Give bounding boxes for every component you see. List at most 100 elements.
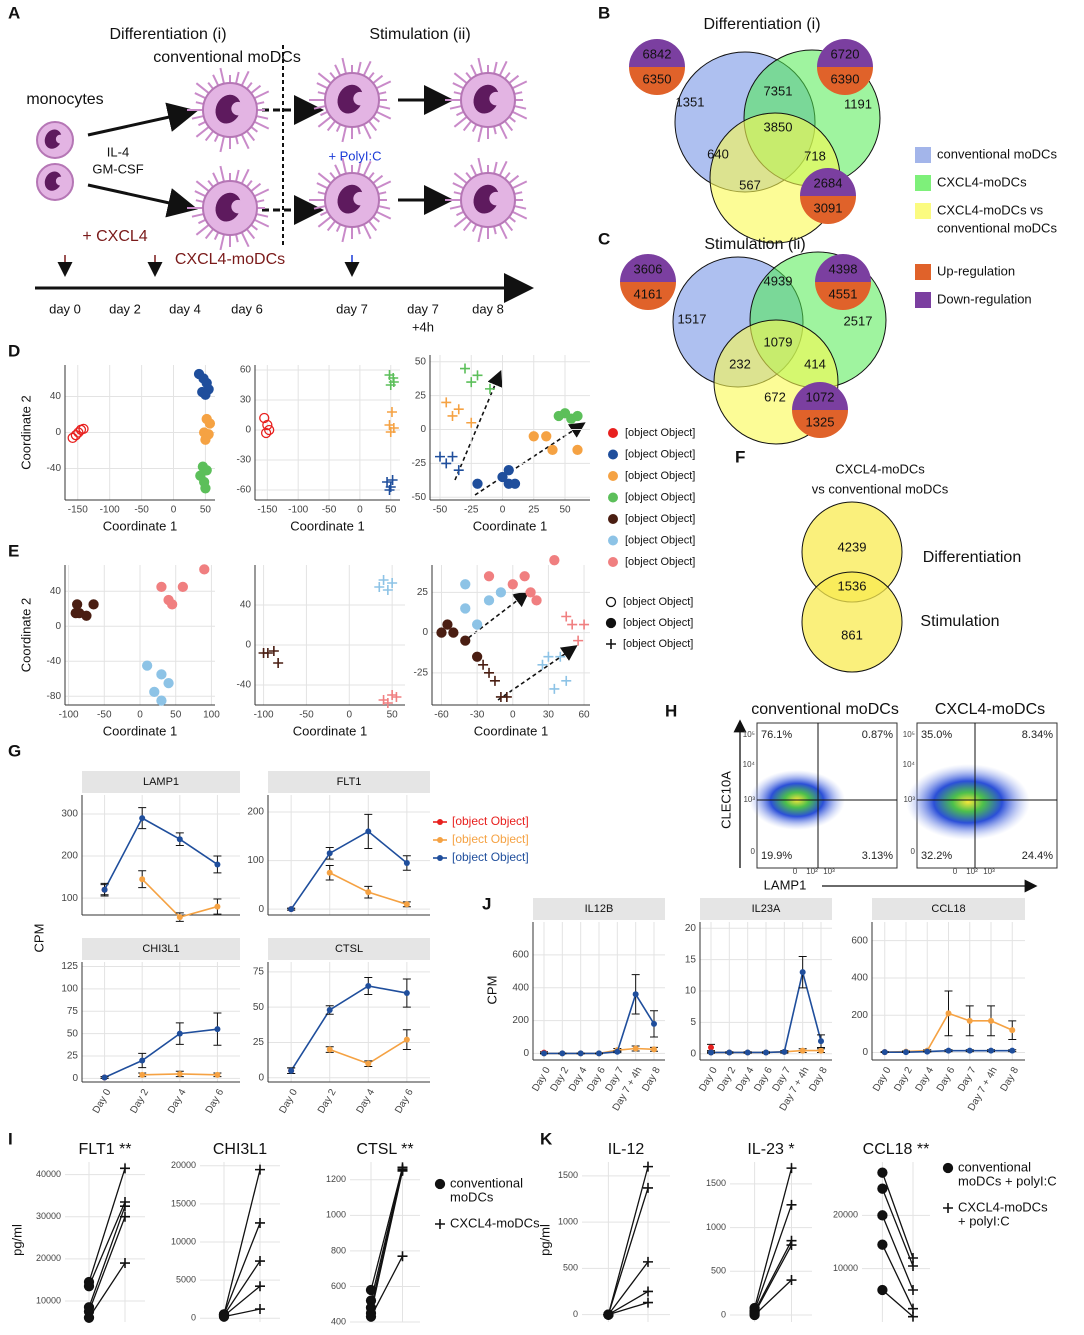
mean-point — [924, 1049, 930, 1055]
mean-point — [818, 1048, 824, 1054]
legend-label: CXCL4-moDCs vs — [937, 202, 1044, 217]
legend-label: [object Object] — [625, 556, 695, 568]
point — [367, 1312, 376, 1321]
y-tick-label: 50 — [415, 356, 427, 367]
mean-point — [988, 1018, 994, 1024]
y-tick-label: -25 — [412, 458, 427, 469]
mean-point — [327, 870, 333, 876]
x-axis-title: Coordinate 1 — [293, 723, 367, 738]
y-tick-label: 25 — [415, 390, 427, 401]
point — [460, 364, 470, 374]
y-tick-label: 25 — [67, 1051, 79, 1062]
point — [573, 445, 582, 454]
cell — [309, 158, 391, 242]
point — [750, 1311, 759, 1320]
quadrant-pct: 32.2% — [921, 850, 952, 862]
x-tick-label: 0 — [953, 867, 958, 876]
panel-label: D — [8, 341, 20, 360]
nucleus-notch — [56, 177, 65, 186]
y-tick-label: 0 — [245, 425, 251, 436]
point — [269, 646, 279, 656]
mean-point — [633, 991, 639, 997]
y-axis-title: Coordinate 2 — [18, 395, 33, 469]
x-tick-label: 10³ — [823, 867, 835, 876]
y-tick-label: 40 — [240, 600, 252, 611]
legend-label: + polyI:C — [958, 1213, 1010, 1228]
quadrant-pct: 8.34% — [1022, 729, 1053, 741]
mean-point — [818, 1038, 824, 1044]
point — [485, 384, 495, 394]
y-tick-label: 500 — [711, 1266, 726, 1276]
point — [255, 1256, 265, 1266]
legend-label: [object Object] — [625, 491, 695, 503]
y-tick-label: 100 — [61, 984, 78, 995]
y-axis-title: pg/ml — [537, 1224, 552, 1256]
x-tick-label: 50 — [170, 710, 182, 721]
legend-label: moDCs + polyI:C — [958, 1173, 1057, 1188]
legend-marker — [436, 1180, 445, 1189]
point — [273, 658, 283, 668]
mean-point — [1009, 1027, 1015, 1033]
y-tick-label: 200 — [851, 1010, 868, 1021]
legend-label: conventional moDCs — [937, 146, 1057, 161]
y-tick-label: 1000 — [558, 1216, 578, 1226]
point — [511, 479, 520, 488]
legend-label: CXCL4-moDCs — [958, 1199, 1048, 1214]
day-label: +4h — [412, 319, 434, 334]
pie-value: 2684 — [814, 175, 843, 190]
plot-title: CHI3L1 — [213, 1141, 267, 1158]
x-tick-label: -50 — [433, 505, 448, 516]
mean-point — [651, 1021, 657, 1027]
y-tick-label: 20000 — [833, 1210, 858, 1220]
point — [643, 1183, 653, 1193]
venn-count: 640 — [707, 146, 729, 161]
legend-dot — [608, 514, 618, 524]
y-tick-label: -40 — [47, 656, 62, 667]
mean-point — [288, 906, 294, 912]
venn-count: 672 — [764, 389, 786, 404]
point — [787, 1163, 797, 1173]
quadrant-pct: 76.1% — [761, 729, 792, 741]
point — [573, 411, 582, 420]
x-tick-label: Day 0 — [871, 1065, 894, 1094]
pie-value: 1325 — [806, 414, 835, 429]
x-tick-label: 50 — [385, 505, 397, 516]
cell-label: CXCL4-moDCs — [175, 251, 285, 268]
y-tick-label: 0 — [721, 1309, 726, 1319]
x-tick-label: 60 — [578, 710, 590, 721]
mean-point — [404, 1037, 410, 1043]
point — [157, 670, 166, 679]
y-tick-label: 400 — [512, 982, 529, 993]
y-tick-label: 200 — [247, 807, 264, 818]
x-tick-label: -50 — [299, 710, 314, 721]
y-tick-label: 60 — [240, 365, 252, 376]
plot-title: IL-23 * — [747, 1141, 794, 1158]
legend-dot — [437, 819, 443, 825]
x-tick-label: 10² — [806, 867, 818, 876]
y-tick-label: 20 — [685, 923, 697, 934]
point — [454, 465, 464, 475]
legend-label: [object Object] — [623, 638, 693, 650]
x-tick-label: Day 4 — [355, 1087, 378, 1116]
mean-point — [177, 1031, 183, 1037]
mean-point — [177, 1071, 183, 1077]
venn-title: CXCL4-moDCs — [835, 461, 925, 476]
point — [461, 604, 470, 613]
legend-label: CXCL4-moDCs — [937, 174, 1027, 189]
y-tick-label: -50 — [412, 492, 427, 503]
mean-point — [596, 1050, 602, 1056]
point — [561, 611, 571, 621]
pie-value: 6350 — [643, 71, 672, 86]
nucleus-notch — [231, 102, 245, 116]
quadrant-pct: 0.87% — [862, 729, 893, 741]
x-tick-label: 0 — [510, 710, 516, 721]
mean-point — [1009, 1048, 1015, 1054]
y-tick-label: 1000 — [326, 1210, 346, 1220]
venn-count: 1079 — [764, 334, 793, 349]
venn-count: 1191 — [844, 96, 872, 111]
point — [466, 418, 476, 428]
point — [387, 407, 397, 417]
venn-count: 567 — [739, 177, 761, 192]
venn-title: Stimulation (ii) — [704, 236, 805, 253]
x-tick-label: -150 — [257, 505, 277, 516]
